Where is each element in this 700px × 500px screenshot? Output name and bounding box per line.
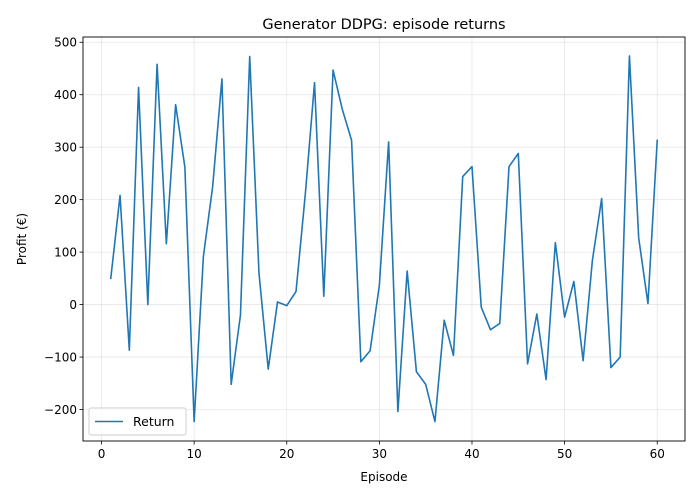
y-axis-label: Profit (€) [15, 213, 29, 265]
x-tick-label-20: 20 [279, 447, 294, 461]
legend-label-return: Return [133, 414, 174, 429]
series-line-return [109, 55, 659, 423]
ticks: 0 10 20 30 40 50 60 −200 −100 0 100 200 300 400 500 [44, 36, 665, 461]
y-tick-label-0: 0 [69, 298, 77, 312]
y-tick-label-200: 200 [54, 193, 77, 207]
y-tick-label-500: 500 [54, 36, 77, 50]
axes-frame [82, 36, 686, 442]
x-tick-label-60: 60 [650, 447, 665, 461]
legend: Return [88, 407, 187, 436]
x-axis-label: Episode [360, 470, 407, 484]
y-tick-label-300: 300 [54, 140, 77, 154]
y-tick-label-100: 100 [54, 245, 77, 259]
x-tick-label-40: 40 [464, 447, 479, 461]
y-tick-label--200: −200 [44, 403, 77, 417]
legend-box [88, 407, 187, 436]
x-tick-label-10: 10 [186, 447, 201, 461]
x-tick-label-30: 30 [372, 447, 387, 461]
chart-title: Generator DDPG: episode returns [262, 17, 505, 33]
plot-area [109, 55, 659, 423]
y-tick-label-400: 400 [54, 88, 77, 102]
x-tick-label-0: 0 [98, 447, 106, 461]
y-tick-label--100: −100 [44, 350, 77, 364]
x-tick-label-50: 50 [557, 447, 572, 461]
